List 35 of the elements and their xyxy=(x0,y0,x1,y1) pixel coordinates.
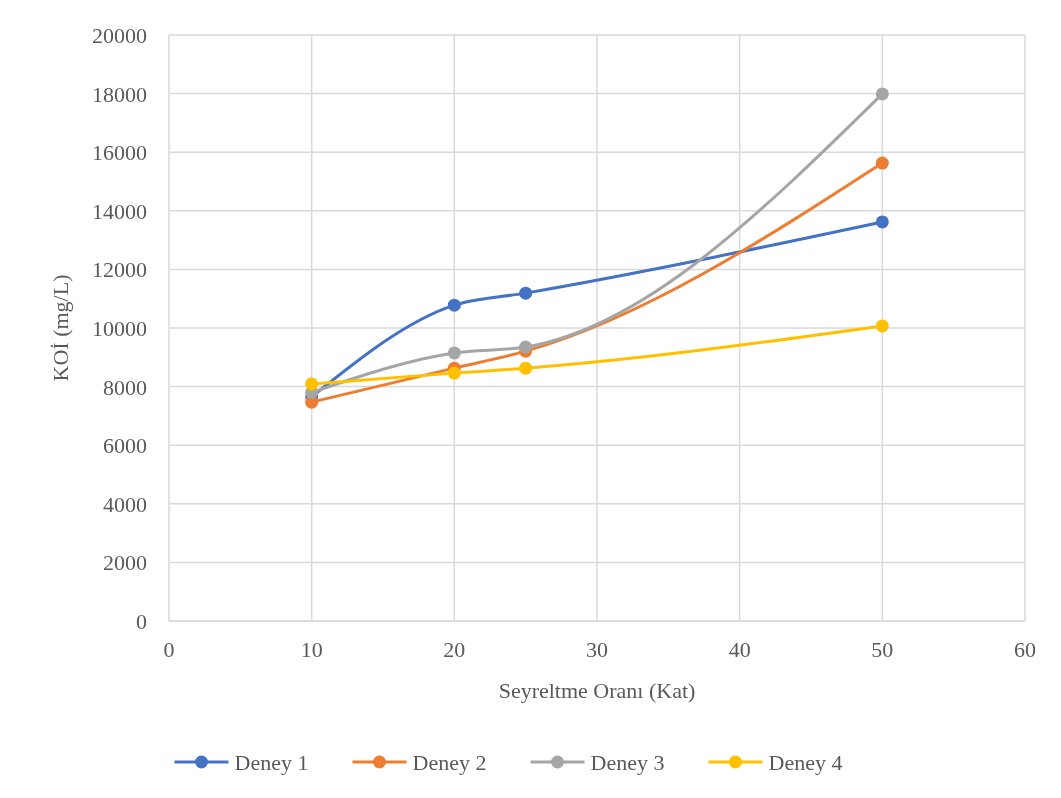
point xyxy=(447,298,461,312)
x-tick-label: 30 xyxy=(586,637,608,662)
x-tick-label: 10 xyxy=(300,637,323,662)
y-tick-label: 10000 xyxy=(92,316,147,341)
point xyxy=(447,366,461,380)
y-tick-label: 18000 xyxy=(92,81,147,107)
legend-label: Deney 1 xyxy=(234,750,309,775)
point xyxy=(875,87,889,101)
y-tick-label: 2000 xyxy=(103,550,147,576)
y-tick-label: 16000 xyxy=(92,140,147,166)
point xyxy=(875,215,889,229)
point xyxy=(519,361,533,375)
y-tick-label: 6000 xyxy=(103,433,147,459)
point xyxy=(447,346,461,360)
point xyxy=(875,319,889,333)
y-tick-label: 14000 xyxy=(92,198,147,224)
x-axis-title: Seyreltme Oranı (Kat) xyxy=(498,678,696,703)
y-tick-label: 0 xyxy=(136,609,147,634)
legend-label: Deney 4 xyxy=(768,750,843,775)
y-tick-label: 4000 xyxy=(103,491,147,517)
y-tick-label: 8000 xyxy=(103,374,147,400)
legend-label: Deney 2 xyxy=(412,750,487,775)
legend-label: Deney 3 xyxy=(590,750,665,775)
y-tick-label: 12000 xyxy=(92,257,147,283)
point xyxy=(875,156,889,170)
point xyxy=(519,286,533,300)
x-tick-label: 40 xyxy=(728,637,751,662)
x-tick-label: 60 xyxy=(1014,637,1036,662)
point xyxy=(305,377,319,391)
y-axis-title: KOİ (mg/L) xyxy=(48,274,73,382)
y-tick-label: 20000 xyxy=(92,23,147,48)
x-tick-label: 20 xyxy=(443,637,466,662)
x-tick-label: 0 xyxy=(163,637,175,662)
x-tick-label: 50 xyxy=(871,637,894,662)
point xyxy=(519,340,533,354)
